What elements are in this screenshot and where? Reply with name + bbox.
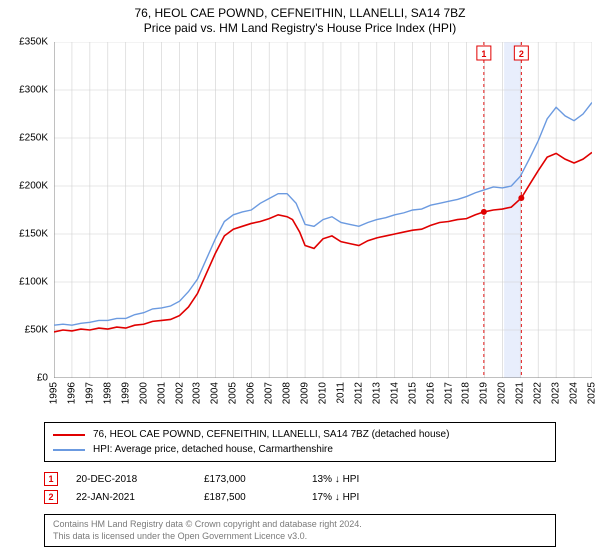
x-tick-layer: 1995199619971998199920002001200220032004…: [54, 378, 592, 418]
y-tick-label: £0: [37, 373, 48, 384]
svg-text:2: 2: [519, 49, 524, 59]
event-date-2: 22-JAN-2021: [76, 492, 186, 503]
title-line-2: Price paid vs. HM Land Registry's House …: [0, 21, 600, 36]
legend-row-hpi: HPI: Average price, detached house, Carm…: [53, 442, 547, 457]
x-tick-label: 2005: [228, 382, 239, 404]
footer-line-1: Contains HM Land Registry data © Crown c…: [53, 519, 547, 531]
x-tick-label: 2016: [425, 382, 436, 404]
title-line-1: 76, HEOL CAE POWND, CEFNEITHIN, LLANELLI…: [0, 6, 600, 21]
legend-row-property: 76, HEOL CAE POWND, CEFNEITHIN, LLANELLI…: [53, 427, 547, 442]
title-block: 76, HEOL CAE POWND, CEFNEITHIN, LLANELLI…: [0, 0, 600, 36]
x-tick-label: 1996: [66, 382, 77, 404]
x-tick-label: 2018: [461, 382, 472, 404]
x-tick-label: 2015: [407, 382, 418, 404]
x-tick-label: 2006: [246, 382, 257, 404]
event-price-1: £173,000: [204, 474, 294, 485]
footer-box: Contains HM Land Registry data © Crown c…: [44, 514, 556, 547]
x-tick-label: 2001: [156, 382, 167, 404]
x-tick-label: 2010: [318, 382, 329, 404]
event-badge-1: 1: [44, 472, 58, 486]
x-tick-label: 2007: [264, 382, 275, 404]
y-tick-label: £150K: [19, 229, 48, 240]
x-tick-label: 2025: [587, 382, 598, 404]
x-tick-label: 1995: [49, 382, 60, 404]
x-tick-label: 2008: [282, 382, 293, 404]
x-tick-label: 2021: [515, 382, 526, 404]
footer-line-2: This data is licensed under the Open Gov…: [53, 531, 547, 543]
x-tick-label: 2013: [371, 382, 382, 404]
x-tick-label: 2012: [353, 382, 364, 404]
event-price-2: £187,500: [204, 492, 294, 503]
event-badge-1-num: 1: [48, 474, 53, 484]
legend-label-property: 76, HEOL CAE POWND, CEFNEITHIN, LLANELLI…: [93, 427, 449, 442]
event-date-1: 20-DEC-2018: [76, 474, 186, 485]
event-badge-2-num: 2: [48, 492, 53, 502]
y-tick-label: £200K: [19, 181, 48, 192]
x-tick-label: 2014: [389, 382, 400, 404]
event-delta-1: 13% ↓ HPI: [312, 474, 422, 485]
y-tick-label: £350K: [19, 37, 48, 48]
x-tick-label: 2019: [479, 382, 490, 404]
x-tick-label: 2023: [551, 382, 562, 404]
figure-container: 76, HEOL CAE POWND, CEFNEITHIN, LLANELLI…: [0, 0, 600, 560]
y-tick-label: £300K: [19, 85, 48, 96]
x-tick-label: 2003: [192, 382, 203, 404]
x-tick-label: 1999: [120, 382, 131, 404]
x-tick-label: 1997: [84, 382, 95, 404]
event-badge-2: 2: [44, 490, 58, 504]
x-tick-label: 2009: [300, 382, 311, 404]
chart-svg: 12: [54, 42, 592, 378]
x-tick-label: 2011: [335, 382, 346, 404]
x-tick-label: 2020: [497, 382, 508, 404]
legend-label-hpi: HPI: Average price, detached house, Carm…: [93, 442, 333, 457]
event-delta-2: 17% ↓ HPI: [312, 492, 422, 503]
svg-text:1: 1: [481, 49, 486, 59]
event-row-1: 1 20-DEC-2018 £173,000 13% ↓ HPI: [44, 470, 556, 488]
x-tick-label: 2022: [533, 382, 544, 404]
event-row-2: 2 22-JAN-2021 £187,500 17% ↓ HPI: [44, 488, 556, 506]
legend-swatch-property: [53, 434, 85, 436]
x-tick-label: 2002: [174, 382, 185, 404]
y-tick-label: £250K: [19, 133, 48, 144]
y-tick-label: £50K: [25, 325, 48, 336]
chart-area: 12 £0£50K£100K£150K£200K£250K£300K£350K: [54, 42, 592, 378]
x-tick-label: 2000: [138, 382, 149, 404]
x-tick-label: 2004: [210, 382, 221, 404]
y-tick-label: £100K: [19, 277, 48, 288]
x-tick-label: 2017: [443, 382, 454, 404]
x-tick-label: 2024: [569, 382, 580, 404]
legend-box: 76, HEOL CAE POWND, CEFNEITHIN, LLANELLI…: [44, 422, 556, 462]
x-tick-label: 1998: [102, 382, 113, 404]
events-table: 1 20-DEC-2018 £173,000 13% ↓ HPI 2 22-JA…: [44, 470, 556, 506]
legend-swatch-hpi: [53, 449, 85, 451]
